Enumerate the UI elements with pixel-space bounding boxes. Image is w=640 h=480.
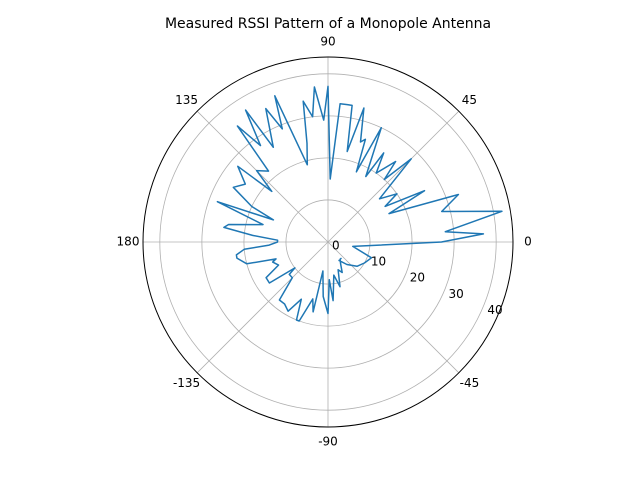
polar-frame (142, 56, 514, 428)
theta-gridline-3 (196, 110, 329, 243)
r-gridline-1 (285, 199, 371, 285)
theta-tick-label-0: 0 (524, 235, 532, 249)
r-gridline-4 (159, 73, 497, 411)
series-layer (216, 85, 503, 322)
series-line-0 (216, 85, 503, 322)
r-tick-label-2: 20 (410, 271, 425, 285)
theta-tick-label-2: 90 (320, 35, 335, 49)
theta-gridline-7 (327, 241, 460, 374)
r-tick-label-3: 30 (449, 287, 464, 301)
r-tick-label-4: 40 (487, 303, 502, 317)
theta-tick-label-3: 135 (175, 93, 198, 107)
polar-grid (142, 56, 514, 428)
r-tick-label-1: 10 (371, 255, 386, 269)
chart-title: Measured RSSI Pattern of a Monopole Ante… (165, 16, 491, 32)
theta-tick-label-7: -45 (460, 376, 480, 390)
r-gridline-2 (243, 157, 413, 327)
theta-tick-label-5: -135 (173, 376, 200, 390)
theta-gridline-5 (196, 241, 329, 374)
theta-tick-label-1: 45 (462, 93, 477, 107)
theta-tick-label-4: 180 (117, 235, 140, 249)
theta-gridline-1 (327, 110, 460, 243)
theta-tick-label-6: -90 (318, 435, 338, 449)
r-tick-label-0: 0 (332, 239, 340, 253)
tick-labels: 0 45 90 135 180 -135 -90 -45 0 10 20 30 40 (117, 35, 532, 449)
